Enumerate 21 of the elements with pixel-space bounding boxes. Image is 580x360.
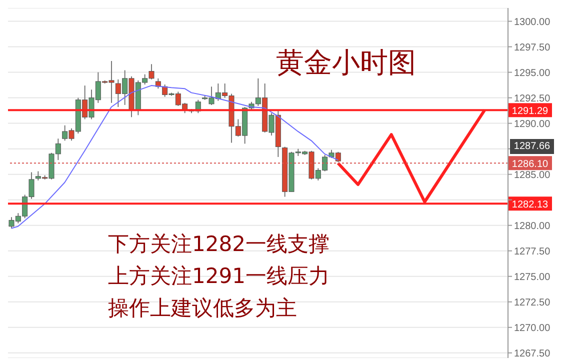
ref-line-label: 1282.13 [512,200,549,211]
y-tick-label: 1290.00 [514,118,551,130]
y-tick-label: 1277.50 [514,246,551,258]
y-tick-label: 1267.50 [514,348,551,360]
y-tick-label: 1292.50 [514,93,551,104]
line-series [10,85,338,229]
annotation: 操作上建议低多为主 [108,295,297,322]
annotation: 下方关注1282一线支撑 [108,231,330,258]
y-tick-label: 1270.00 [514,322,551,334]
annotation: 1287.66 [510,139,554,154]
ref-line-label: 1291.29 [512,106,549,118]
y-tick-label: 1275.00 [514,272,551,283]
y-tick-label: 1280.00 [514,220,551,232]
y-tick-label: 1297.50 [514,42,551,54]
y-tick-label: 1300.00 [514,16,551,28]
y-tick-label: 1295.00 [514,68,551,79]
annotation: 上方关注1291一线压力 [108,263,330,290]
text: 黄金小时图 [276,45,416,81]
y-tick-label: 1272.50 [514,297,551,308]
y-tick-label: 1285.00 [514,170,551,181]
ref-line-label: 1286.10 [512,159,549,170]
